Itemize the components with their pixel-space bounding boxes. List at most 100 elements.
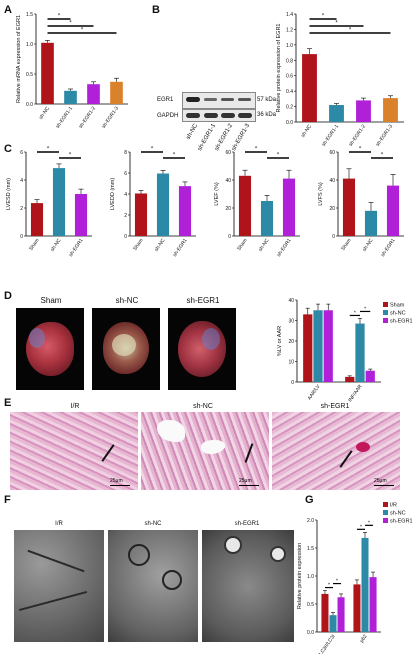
significance-star: *	[359, 147, 362, 153]
x-tick-label: Sham	[28, 238, 40, 252]
legend-swatch	[383, 518, 388, 523]
bar	[313, 310, 323, 382]
scale-bar	[110, 485, 130, 486]
bar	[337, 597, 345, 632]
bar	[345, 376, 355, 382]
y-tick-label: 0.6	[286, 74, 293, 80]
panel-label-c: C	[4, 143, 12, 155]
y-tick-label: 1.4	[286, 12, 293, 18]
legend-swatch	[383, 310, 388, 315]
bar	[329, 105, 344, 122]
chart-c-lvef: 0 20 40 60 LVEF (%) Sham sh-NC sh-EGR1 * *	[214, 147, 300, 258]
infarct-region	[112, 334, 136, 356]
x-tick-label: AAR/LV	[307, 383, 322, 401]
y-axis-label: Relative protein expression	[297, 543, 303, 609]
legend-label: sh-NC	[390, 311, 406, 317]
bar	[329, 615, 337, 632]
x-tick-label: sh-NC	[38, 105, 51, 120]
legend-label: I/R	[390, 503, 397, 509]
fiber	[18, 590, 88, 612]
y-axis-label: LVEF (%)	[214, 182, 220, 206]
significance-star: *	[58, 14, 61, 20]
bar	[364, 210, 378, 236]
arrow-icon	[339, 450, 353, 468]
scale-bar-label: 25μm	[239, 478, 252, 484]
band	[186, 113, 200, 118]
vacuole	[224, 536, 242, 554]
histo-image-shnc: 25μm	[141, 412, 269, 490]
vacuole	[162, 570, 182, 590]
bar	[361, 537, 369, 632]
y-tick-label: 1.5	[307, 546, 314, 552]
vacuole	[270, 546, 286, 562]
legend-label: sh-NC	[390, 511, 406, 517]
y-tick-label: 4	[124, 192, 127, 198]
y-tick-label: 8	[124, 150, 127, 156]
photo-caption: sh-EGR1	[186, 296, 220, 305]
arrow-icon	[101, 444, 115, 462]
histo-image-shegr1: 25μm	[272, 412, 400, 490]
y-tick-label: 40	[225, 178, 231, 184]
legend-swatch	[383, 318, 388, 323]
tem-image-shnc	[108, 530, 198, 642]
blot-kda-egr1: 57 kDa	[257, 97, 277, 103]
bar	[323, 310, 333, 382]
y-tick-label: 2	[20, 206, 23, 212]
significance-star: *	[47, 147, 50, 153]
x-tick-label: sh-EGR1-3	[101, 106, 120, 130]
y-tick-label: 4	[20, 178, 23, 184]
y-tick-label: 10	[288, 360, 294, 366]
significance-star: *	[69, 21, 72, 27]
y-axis-label: LVESD (mm)	[6, 178, 12, 210]
tem-caption: I/R	[55, 521, 63, 527]
y-tick-label: 0.0	[307, 630, 314, 636]
y-tick-label: 20	[288, 339, 294, 345]
y-tick-label: 2.0	[307, 518, 314, 524]
legend-swatch	[383, 302, 388, 307]
blot-egr1-strip	[182, 92, 256, 109]
blot-row-egr1-label: EGR1	[157, 97, 174, 103]
tem-caption: sh-NC	[144, 521, 162, 527]
x-tick-label: INF/AAR	[347, 383, 363, 403]
y-tick-label: 1.5	[26, 12, 33, 18]
bar	[356, 100, 371, 122]
scale-bar-label: 25μm	[374, 478, 387, 484]
heart-photo-shegr1	[168, 308, 236, 390]
y-tick-label: 30	[288, 319, 294, 325]
photo-caption: sh-NC	[115, 296, 139, 305]
chart-b-protein-egr1: 0.0 0.2 0.4 0.6 0.8 1.0 1.2 1.4 Relative protein…	[276, 12, 404, 148]
bar	[178, 186, 192, 236]
significance-star: *	[336, 579, 338, 585]
bar	[41, 42, 54, 104]
y-tick-label: 0.2	[286, 105, 293, 111]
y-axis-label: LVFS (%)	[318, 182, 324, 206]
bar	[365, 370, 375, 382]
vacuole	[128, 544, 150, 566]
significance-star: *	[349, 28, 352, 34]
bar	[303, 314, 313, 382]
bar	[383, 98, 398, 122]
histo-image-ir: 25μm	[10, 412, 138, 490]
legend-label: Sham	[390, 303, 405, 309]
band	[204, 98, 217, 101]
y-tick-label: 6	[20, 150, 23, 156]
bar	[64, 90, 77, 104]
bar	[30, 203, 44, 236]
y-tick-label: 20	[329, 206, 335, 212]
x-tick-label: sh-EGR1	[276, 238, 293, 258]
scale-bar-label: 25μm	[110, 478, 123, 484]
blot-row-gapdh-label: GAPDH	[157, 113, 179, 119]
chart-a-mrna-egr1: 0.0 0.5 1.0 1.5 Relative mRNA expression of …	[16, 12, 128, 130]
y-tick-label: 0.4	[286, 89, 293, 95]
significance-star: *	[322, 14, 325, 20]
heart-photo-sham	[16, 308, 84, 390]
band	[238, 113, 252, 118]
significance-star: *	[354, 310, 356, 316]
stain-focus	[356, 442, 370, 452]
significance-star: *	[360, 524, 362, 530]
stain-region	[202, 328, 220, 350]
y-tick-label: 0.8	[286, 58, 293, 64]
chart-c-lvesd: 0 2 4 6 LVESD (mm) Sham sh-NC sh-EGR1 * *	[6, 147, 92, 258]
legend-swatch	[383, 510, 388, 515]
bar	[87, 84, 100, 104]
